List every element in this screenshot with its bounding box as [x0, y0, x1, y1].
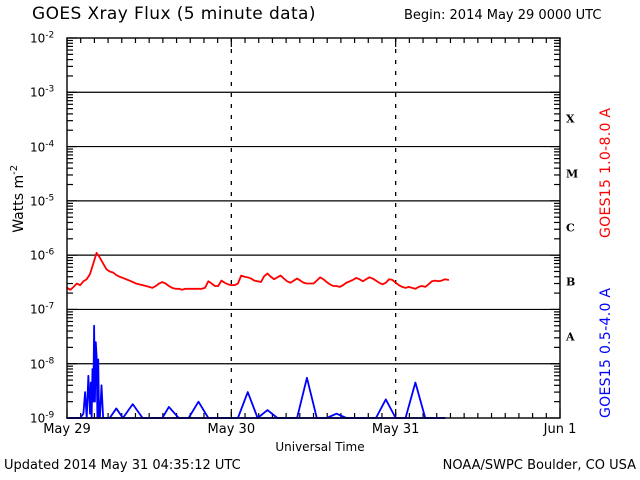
data-series	[66, 252, 450, 419]
y-tick-label: 10-9	[30, 410, 55, 426]
credit-label: NOAA/SWPC Boulder, CO USA	[442, 458, 636, 473]
x-tick-label: Jun 1	[543, 422, 577, 437]
updated-timestamp: Updated 2014 May 31 04:35:12 UTC	[4, 458, 241, 473]
y-tick-label: 10-6	[30, 247, 55, 263]
series-short-channel	[66, 324, 446, 419]
legend-short-channel: GOES15 0.5-4.0 A	[598, 287, 614, 418]
flare-class-label: C	[566, 221, 575, 235]
axis-ticks	[66, 37, 561, 419]
grid-lines	[67, 91, 560, 365]
page-title: GOES Xray Flux (5 minute data)	[32, 4, 316, 24]
y-tick-label: 10-7	[30, 301, 55, 317]
flare-class-label: M	[566, 167, 579, 181]
legend-long-channel: GOES15 1.0-8.0 A	[598, 107, 614, 238]
day-boundary-lines	[230, 38, 397, 418]
flare-class-label: X	[566, 112, 575, 126]
x-tick-label: May 30	[207, 422, 256, 437]
y-tick-label: 10-8	[30, 356, 55, 372]
plot-frame	[66, 37, 561, 419]
y-tick-label: 10-2	[30, 30, 55, 46]
x-axis-label: Universal Time	[275, 440, 365, 454]
x-tick-label: May 31	[371, 422, 420, 437]
y-tick-label: 10-3	[30, 84, 55, 100]
flare-class-label: B	[566, 275, 576, 289]
begin-time-label: Begin: 2014 May 29 0000 UTC	[404, 8, 602, 23]
y-tick-label: 10-4	[30, 139, 55, 155]
series-long-channel	[66, 252, 450, 291]
y-tick-label: 10-5	[30, 193, 55, 209]
flare-class-label: A	[566, 330, 575, 344]
x-tick-label: May 29	[43, 422, 91, 437]
